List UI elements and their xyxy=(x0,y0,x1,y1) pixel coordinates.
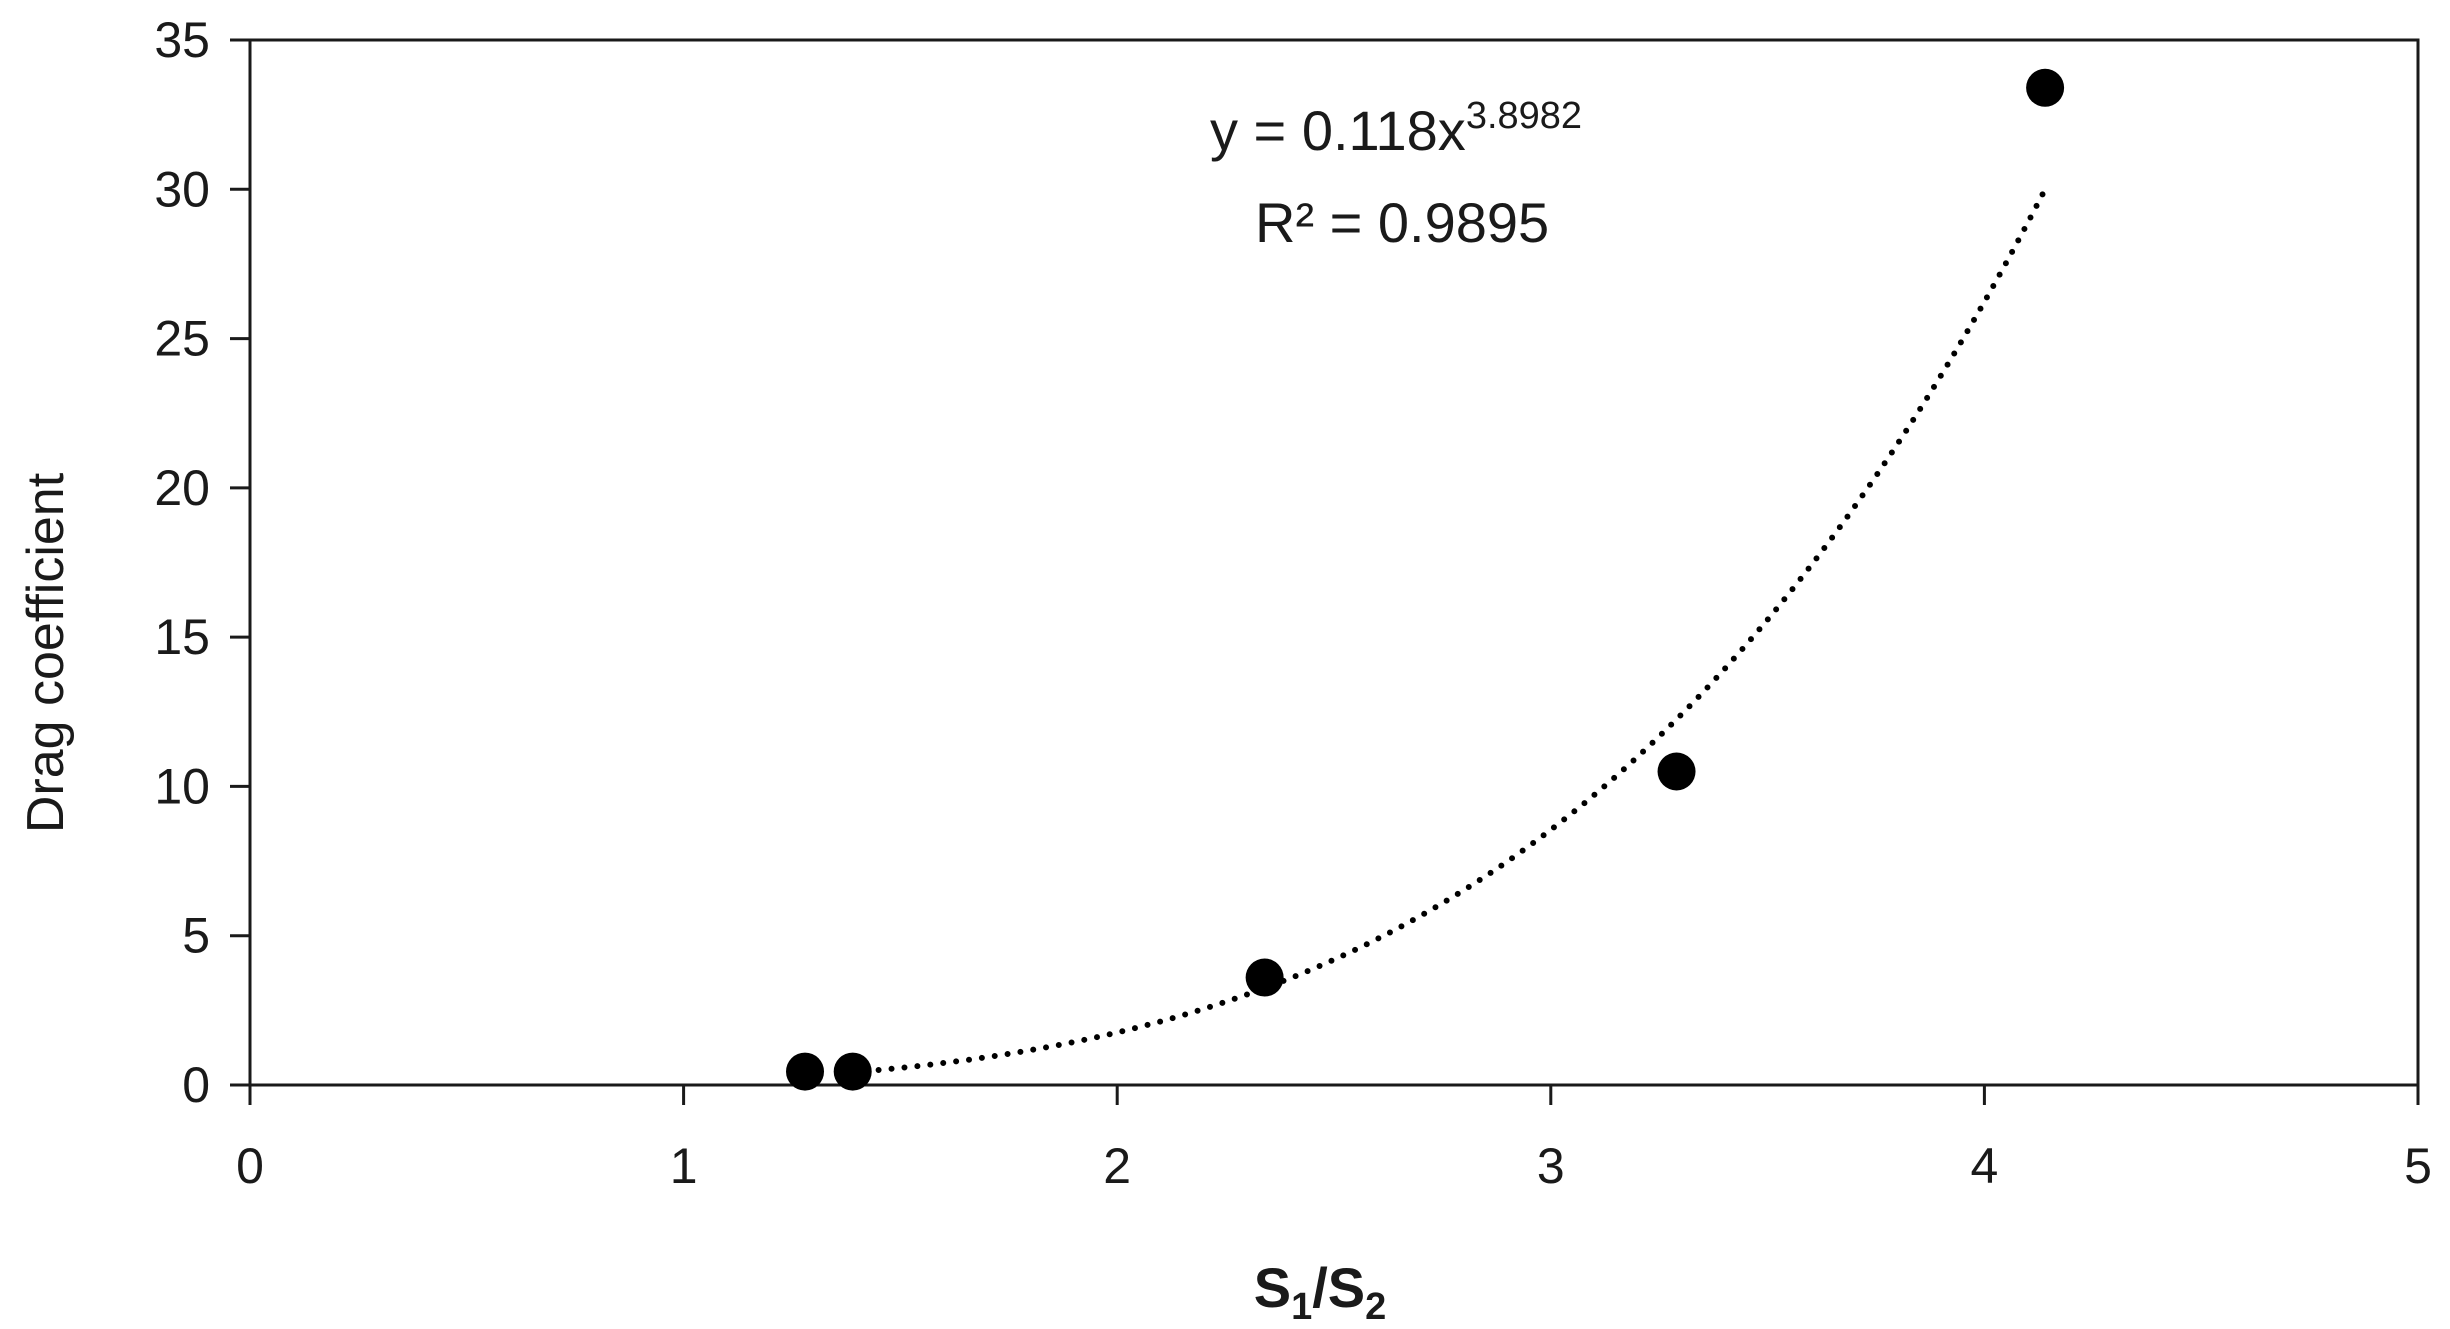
x-title-base-left: S xyxy=(1254,1256,1291,1319)
power-trendline xyxy=(849,186,2049,1076)
y-axis-tick-labels: 0 5 10 15 20 25 30 35 xyxy=(154,12,210,1113)
x-tick-label: 1 xyxy=(670,1138,698,1194)
x-tick-label: 4 xyxy=(1970,1138,1998,1194)
y-tick-label: 5 xyxy=(182,908,210,964)
x-axis-tick-labels: 0 1 2 3 4 5 xyxy=(236,1138,2432,1194)
x-title-base-right: S xyxy=(1328,1256,1365,1319)
x-tick-label: 5 xyxy=(2404,1138,2432,1194)
y-tick-label: 0 xyxy=(182,1057,210,1113)
y-axis-title: Drag coefficient xyxy=(17,472,75,833)
trendline-equation: y = 0.118x3.8982 xyxy=(1210,95,1582,162)
data-point xyxy=(786,1052,825,1091)
data-point xyxy=(833,1052,872,1091)
equation-base: y = 0.118x xyxy=(1210,99,1466,162)
y-tick-label: 20 xyxy=(154,460,210,516)
y-axis-ticks xyxy=(230,38,250,1087)
y-tick-label: 30 xyxy=(154,161,210,217)
x-axis-title: S1/S2 xyxy=(1254,1256,1387,1328)
y-tick-label: 10 xyxy=(154,758,210,814)
x-title-sub-right: 2 xyxy=(1365,1286,1386,1328)
y-tick-label: 25 xyxy=(154,311,210,367)
plot-area-frame xyxy=(248,38,2420,1087)
x-tick-label: 0 xyxy=(236,1138,264,1194)
equation-exponent: 3.8982 xyxy=(1466,95,1582,137)
data-point xyxy=(1657,752,1696,791)
x-title-sub-left: 1 xyxy=(1291,1286,1312,1328)
x-tick-label: 3 xyxy=(1537,1138,1565,1194)
y-tick-label: 35 xyxy=(154,12,210,68)
x-tick-label: 2 xyxy=(1103,1138,1131,1194)
r-squared-label: R² = 0.9895 xyxy=(1255,191,1549,254)
data-point xyxy=(1245,958,1284,997)
data-point xyxy=(2026,68,2065,107)
data-points xyxy=(786,68,2065,1091)
x-axis-ticks xyxy=(248,1085,2420,1105)
x-title-separator: / xyxy=(1312,1256,1328,1319)
y-tick-label: 15 xyxy=(154,609,210,665)
